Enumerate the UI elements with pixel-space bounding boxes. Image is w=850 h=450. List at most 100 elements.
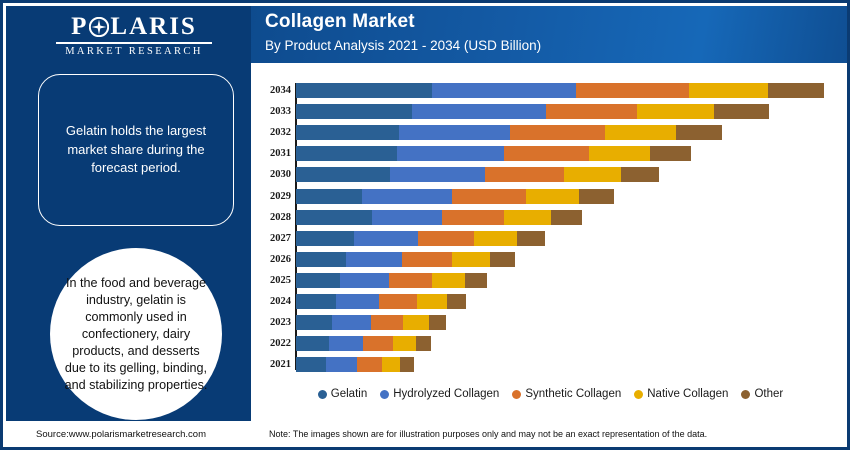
bar-segment-synthetic-collagen: [503, 146, 589, 162]
stacked-bar: [296, 167, 659, 183]
bar-segment-other: [517, 230, 545, 246]
bar-segment-synthetic-collagen: [545, 104, 638, 120]
year-axis-label: 2023: [270, 317, 291, 329]
bar-segment-hydrolyzed-collagen: [336, 294, 380, 309]
stacked-bar: [296, 209, 582, 225]
bar-segment-native-collagen: [525, 188, 580, 204]
bar-segment-other: [428, 315, 446, 331]
bar-segment-synthetic-collagen: [418, 230, 475, 246]
page-subtitle: By Product Analysis 2021 - 2034 (USD Bil…: [265, 38, 542, 53]
legend-item-synthetic-collagen[interactable]: Synthetic Collagen: [512, 388, 621, 400]
bar-segment-synthetic-collagen: [442, 209, 504, 225]
compass-star-icon: [89, 16, 110, 37]
bar-segment-hydrolyzed-collagen: [328, 336, 364, 352]
bar-segment-synthetic-collagen: [363, 336, 393, 352]
bar-segment-native-collagen: [637, 104, 715, 120]
bar-segment-other: [446, 294, 466, 309]
bar-row: 2027: [251, 230, 847, 246]
bar-segment-gelatin: [296, 209, 372, 225]
stacked-bar: [296, 272, 487, 288]
footer-source: Source:www.polarismarketresearch.com: [36, 429, 207, 440]
bar-segment-other: [768, 83, 824, 98]
year-axis-label: 2032: [270, 127, 291, 139]
bar-segment-other: [714, 104, 770, 120]
legend-item-gelatin[interactable]: Gelatin: [317, 388, 368, 400]
polaris-logo: P LARIS MARKET RESEARCH: [54, 14, 214, 57]
legend-swatch-icon: [634, 389, 644, 399]
stacked-bar: [296, 104, 770, 120]
bar-segment-gelatin: [296, 294, 337, 309]
bar-segment-synthetic-collagen: [576, 83, 690, 98]
bar-segment-gelatin: [296, 230, 354, 246]
bar-segment-synthetic-collagen: [379, 294, 418, 309]
bar-segment-gelatin: [296, 167, 390, 183]
legend-label: Synthetic Collagen: [525, 388, 622, 400]
bar-segment-hydrolyzed-collagen: [325, 357, 358, 373]
bar-segment-native-collagen: [392, 336, 417, 352]
bar-segment-native-collagen: [588, 146, 651, 162]
legend-label: Other: [754, 388, 784, 400]
legend-label: Gelatin: [330, 388, 368, 400]
bar-segment-native-collagen: [431, 272, 465, 288]
bar-segment-synthetic-collagen: [388, 272, 432, 288]
bar-segment-native-collagen: [382, 357, 401, 373]
bar-segment-gelatin: [296, 251, 346, 267]
bar-segment-hydrolyzed-collagen: [411, 104, 546, 120]
bar-segment-hydrolyzed-collagen: [353, 230, 419, 246]
year-axis-label: 2028: [270, 211, 291, 223]
bar-row: 2029: [251, 188, 847, 204]
legend-item-hydrolyzed-collagen[interactable]: Hydrolyzed Collagen: [380, 388, 499, 400]
bar-segment-synthetic-collagen: [484, 167, 564, 183]
bar-segment-hydrolyzed-collagen: [399, 125, 510, 141]
bar-segment-hydrolyzed-collagen: [362, 188, 452, 204]
stacked-bar: [296, 251, 516, 267]
legend-swatch-icon: [380, 389, 390, 399]
footer: Source:www.polarismarketresearch.com Not…: [6, 421, 847, 447]
bar-segment-native-collagen: [563, 167, 621, 183]
bar-segment-other: [676, 125, 722, 141]
logo-text-left: P: [71, 13, 89, 40]
bar-segment-gelatin: [296, 357, 326, 373]
year-axis-label: 2031: [270, 148, 291, 160]
bar-segment-other: [416, 336, 431, 352]
bar-segment-native-collagen: [403, 315, 429, 331]
bar-segment-hydrolyzed-collagen: [389, 167, 485, 183]
page-title: Collagen Market: [265, 11, 415, 32]
callout-circle-secondary: In the food and beverage industry, gelat…: [50, 248, 222, 420]
bar-segment-synthetic-collagen: [509, 125, 605, 141]
stacked-bar: [296, 336, 431, 352]
bar-segment-native-collagen: [417, 294, 447, 309]
bar-row: 2032: [251, 125, 847, 141]
bar-segment-gelatin: [296, 315, 332, 331]
bar-segment-synthetic-collagen: [402, 251, 452, 267]
bar-segment-gelatin: [296, 336, 329, 352]
bar-row: 2021: [251, 357, 847, 373]
legend-swatch-icon: [741, 389, 751, 399]
stacked-bar: [296, 357, 414, 373]
legend-item-other[interactable]: Other: [741, 388, 783, 400]
bar-segment-synthetic-collagen: [357, 357, 383, 373]
legend-swatch-icon: [317, 389, 327, 399]
bar-segment-hydrolyzed-collagen: [431, 83, 577, 98]
stacked-bar: [296, 188, 615, 204]
bar-row: 2025: [251, 272, 847, 288]
bar-segment-other: [620, 167, 659, 183]
stacked-bar: [296, 294, 466, 309]
bar-segment-native-collagen: [451, 251, 490, 267]
legend-label: Hydrolyzed Collagen: [393, 388, 500, 400]
bar-segment-native-collagen: [604, 125, 677, 141]
bar-segment-other: [464, 272, 487, 288]
value-axis-line: [295, 83, 297, 370]
stacked-bar-chart: 2034 2033 2032 2031 2030 2029 2028 2027 2026 2025…: [251, 71, 847, 381]
bar-segment-other: [400, 357, 414, 373]
bar-segment-hydrolyzed-collagen: [340, 272, 389, 288]
legend-item-native-collagen[interactable]: Native Collagen: [634, 388, 728, 400]
legend-swatch-icon: [512, 389, 522, 399]
bar-row: 2028: [251, 209, 847, 225]
bar-segment-hydrolyzed-collagen: [345, 251, 403, 267]
bar-segment-other: [579, 188, 615, 204]
header-band: Collagen Market By Product Analysis 2021…: [251, 6, 847, 63]
bar-row: 2034: [251, 83, 847, 98]
year-axis-label: 2029: [270, 190, 291, 202]
bar-segment-gelatin: [296, 125, 400, 141]
